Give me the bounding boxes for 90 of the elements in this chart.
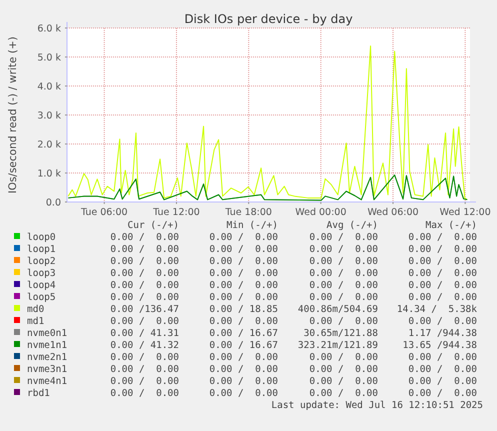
- text: 0.00 / 0.00: [110, 280, 180, 291]
- text: 0.00 / 0.00: [209, 280, 278, 291]
- text: 0.00 / 0.00: [209, 388, 278, 399]
- text: 0.00 / 0.00: [309, 316, 378, 327]
- legend-label: nvme3n1: [27, 364, 68, 375]
- text: 0.00 / 18.85: [209, 304, 278, 315]
- text: 0.00 / 0.00: [408, 316, 478, 327]
- text: 0.00 /136.47: [110, 304, 179, 315]
- text: 0.00 / 0.00: [309, 244, 378, 255]
- legend-label: nvme4n1: [27, 376, 68, 387]
- x-tick-label: Tue 12:00: [152, 207, 200, 218]
- legend-label: rbd1: [27, 388, 50, 399]
- text: 0.00 / 0.00: [209, 376, 278, 387]
- y-tick-label: 4.0 k: [37, 82, 62, 92]
- text: Avg (-/+): [326, 220, 378, 231]
- text: 0.00 / 0.00: [209, 292, 278, 303]
- text: 0.00 / 0.00: [209, 244, 278, 255]
- text: 400.86m/504.69: [298, 304, 378, 315]
- y-axis-title: IOs/second read (-) / write (+): [7, 36, 19, 194]
- text: 0.00 / 0.00: [408, 352, 478, 363]
- text: 0.00 / 0.00: [309, 388, 378, 399]
- legend-label: nvme1n1: [27, 340, 68, 351]
- text: 0.00 / 0.00: [110, 364, 180, 375]
- legend-label: loop1: [27, 244, 56, 255]
- text: 0.00 / 0.00: [408, 364, 478, 375]
- text: 0.00 / 0.00: [309, 256, 378, 267]
- text: 0.00 / 0.00: [110, 244, 180, 255]
- legend-label: md1: [27, 316, 44, 327]
- x-tick-label: Wed 12:00: [440, 207, 491, 218]
- y-tick-label: 3.0 k: [37, 110, 62, 122]
- text: Max (-/+): [426, 220, 477, 231]
- text: 0.00 / 41.32: [110, 340, 179, 351]
- text: 0.00 / 0.00: [110, 376, 180, 387]
- text: 13.65 /944.38: [402, 340, 478, 351]
- legend-label: loop2: [27, 256, 56, 267]
- text: 0.00 / 0.00: [110, 292, 180, 303]
- text: 0.00 / 0.00: [110, 232, 180, 243]
- text: 0.00 / 0.00: [209, 316, 278, 327]
- text: 0.00 / 0.00: [209, 256, 278, 267]
- text: 0.00 / 0.00: [309, 352, 378, 363]
- text: 14.34 / 5.38k: [396, 304, 478, 315]
- legend-label: md0: [27, 304, 44, 315]
- text: 0.00 / 16.67: [209, 340, 278, 351]
- text: 0.00 / 0.00: [309, 232, 378, 243]
- text: 0.00 / 0.00: [209, 232, 278, 243]
- text: Last update: Wed Jul 16 12:10:51 2025: [271, 400, 483, 411]
- text: 0.00 / 0.00: [110, 352, 180, 363]
- text: 1.17 /944.38: [408, 328, 478, 339]
- text: 0.00 / 0.00: [408, 292, 478, 303]
- legend-label: loop5: [27, 292, 56, 303]
- chart-title: Disk IOs per device - by day: [184, 12, 353, 26]
- text: 0.00 / 0.00: [408, 256, 478, 267]
- text: 0.00 / 0.00: [408, 244, 478, 255]
- x-tick-label: Tue 06:00: [80, 207, 128, 218]
- y-tick-label: 2.0 k: [37, 140, 62, 150]
- legend-label: loop3: [27, 268, 56, 279]
- text: 0.00 / 0.00: [408, 268, 478, 279]
- text: 0.00 / 0.00: [209, 268, 278, 279]
- text: 0.00 / 0.00: [110, 268, 180, 279]
- legend-label: nvme2n1: [27, 352, 68, 363]
- legend-label: nvme0n1: [27, 328, 68, 339]
- text: 0.00 / 0.00: [309, 292, 378, 303]
- text: 0.00 / 0.00: [309, 268, 378, 279]
- text: Cur (-/+): [128, 220, 179, 231]
- x-tick-label: Wed 06:00: [367, 207, 419, 218]
- text: 0.00 / 0.00: [110, 316, 180, 327]
- legend-label: loop4: [27, 280, 56, 291]
- text: 0.00 / 0.00: [408, 280, 478, 291]
- text: Min (-/+): [226, 220, 278, 231]
- text: 30.65m/121.88: [304, 328, 378, 339]
- y-tick-label: 6.0 k: [37, 24, 62, 34]
- x-tick-label: Tue 18:00: [224, 207, 272, 218]
- text: 0.00 / 0.00: [408, 376, 478, 387]
- text: 323.21m/121.89: [298, 340, 378, 351]
- y-tick-label: 0.0: [46, 198, 61, 208]
- y-tick-label: 1.0 k: [37, 168, 62, 180]
- text: 0.00 / 0.00: [110, 256, 180, 267]
- text: 0.00 / 16.67: [209, 328, 278, 339]
- text: 0.00 / 41.31: [110, 328, 180, 339]
- text: 0.00 / 0.00: [309, 364, 378, 375]
- y-tick-label: 5.0 k: [37, 52, 62, 64]
- text: 0.00 / 0.00: [209, 352, 278, 363]
- text: 0.00 / 0.00: [110, 388, 180, 399]
- text: 0.00 / 0.00: [309, 376, 378, 387]
- text: 0.00 / 0.00: [209, 364, 278, 375]
- legend-label: loop0: [27, 232, 56, 243]
- text: 0.00 / 0.00: [408, 232, 478, 243]
- text: 0.00 / 0.00: [408, 388, 478, 399]
- x-tick-label: Wed 00:00: [295, 207, 346, 218]
- text: 0.00 / 0.00: [309, 280, 378, 291]
